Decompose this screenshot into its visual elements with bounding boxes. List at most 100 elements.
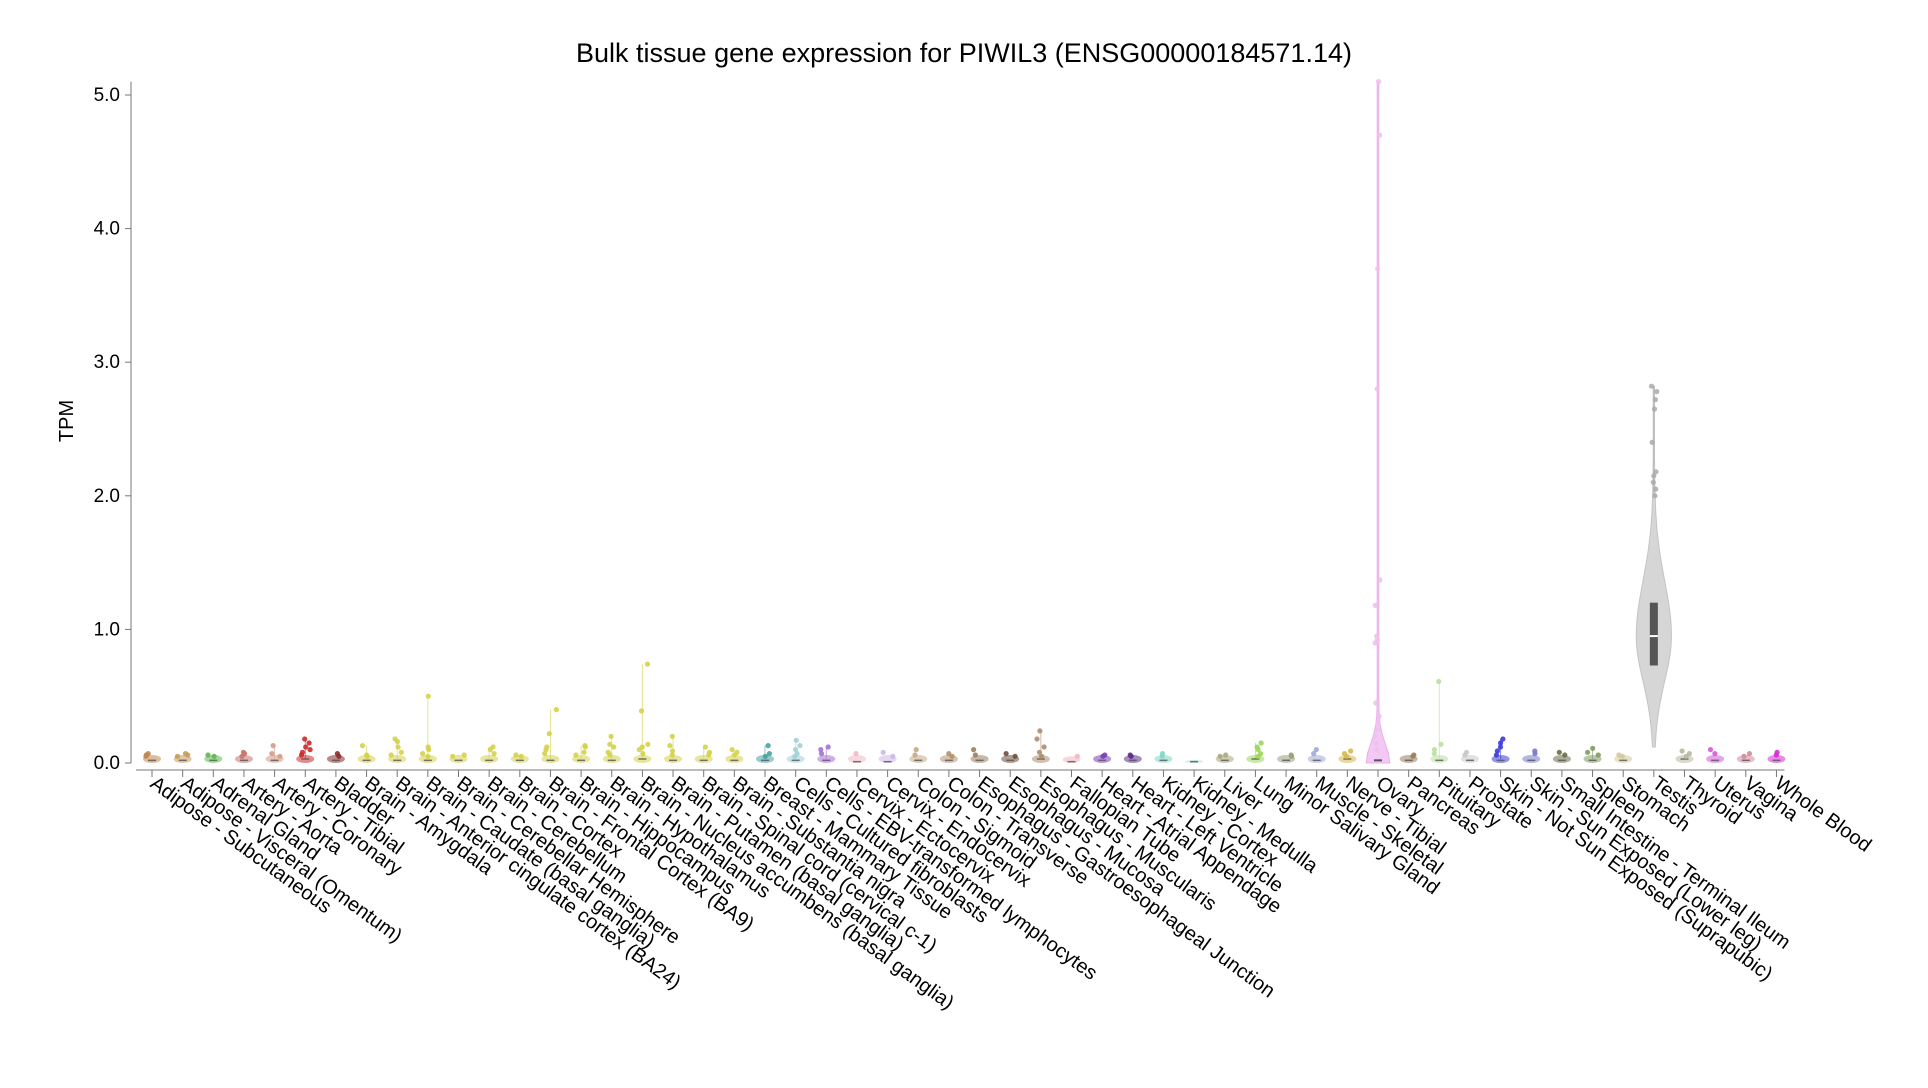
data-point [1374, 747, 1380, 753]
violin-body [326, 754, 345, 763]
data-point [1258, 740, 1264, 746]
violin-brain-amygdala [357, 743, 376, 763]
data-point [1003, 751, 1009, 757]
data-point [669, 748, 676, 754]
data-point [269, 751, 275, 757]
data-point [1556, 749, 1562, 755]
violin-artery-tibial [296, 736, 315, 763]
data-point [546, 731, 552, 737]
violin-body [1154, 754, 1173, 763]
data-point [638, 708, 645, 714]
violin-brain-hypothalamus [602, 733, 621, 763]
violin-brain-frontal-cortex-ba9 [541, 707, 560, 763]
data-point [731, 752, 738, 758]
plot-area [143, 79, 1786, 764]
violin-brain-caudate-basal-ganglia [418, 693, 437, 763]
violin-nerve-tibial [1338, 748, 1357, 763]
violin-body [1307, 754, 1326, 763]
violin-brain-anterior-cingulate-cortex-ba24 [388, 736, 407, 763]
data-point [1041, 744, 1047, 750]
data-point [669, 733, 675, 739]
data-point [818, 747, 824, 753]
violin-stomach [1614, 752, 1633, 763]
data-point [518, 753, 524, 759]
data-point [1372, 602, 1378, 609]
violin-prostate [1460, 749, 1479, 763]
data-point [1377, 577, 1383, 583]
violin-body [1123, 754, 1142, 763]
data-point [1431, 751, 1437, 757]
data-point [1410, 753, 1416, 759]
data-point [972, 752, 979, 758]
data-point [553, 707, 560, 713]
violin-artery-coronary [265, 743, 284, 763]
data-point [818, 751, 825, 757]
data-point [487, 747, 493, 753]
y-tick-label: 2.0 [94, 486, 120, 507]
violin-pancreas [1399, 752, 1418, 763]
violin-brain-hippocampus [572, 743, 591, 763]
data-point [702, 744, 709, 750]
violin-artery-aorta [234, 749, 253, 763]
data-point [1651, 473, 1657, 479]
y-axis: 0.0 1.0 2.0 3.0 4.0 5.0 [94, 81, 132, 774]
violin-body [725, 754, 744, 763]
data-point [1683, 753, 1689, 759]
data-point [1311, 751, 1317, 757]
data-point [766, 751, 773, 757]
data-point [1562, 752, 1568, 758]
data-point [913, 747, 919, 753]
data-point [608, 733, 614, 739]
violin-colon-transverse [939, 751, 958, 763]
violin-body [1552, 754, 1571, 763]
violin-fallopian-tube [1062, 753, 1081, 763]
data-point [912, 752, 918, 758]
y-tick-label: 1.0 [94, 619, 120, 640]
data-point [420, 751, 426, 757]
data-point [607, 752, 613, 758]
data-point [277, 753, 283, 759]
data-point [1595, 752, 1601, 758]
data-point [765, 743, 771, 749]
data-point [1493, 752, 1499, 758]
data-point [395, 744, 401, 750]
data-point [388, 752, 394, 758]
violin-body [1522, 754, 1541, 763]
data-point [669, 752, 675, 758]
violin-brain-cerebellum [480, 744, 499, 763]
data-point [667, 743, 673, 749]
data-point [1619, 753, 1625, 759]
data-point [1377, 132, 1383, 138]
violin-body [1635, 385, 1672, 748]
data-point [1651, 406, 1658, 412]
violin-breast-mammary-tissue [756, 743, 774, 763]
data-point [174, 753, 181, 759]
data-point [1653, 486, 1659, 492]
data-point [1648, 383, 1655, 389]
violin-uterus [1706, 747, 1725, 763]
data-point [1376, 713, 1382, 719]
data-point [1372, 640, 1378, 646]
data-point [1344, 753, 1350, 759]
data-point [205, 752, 211, 758]
data-point [1376, 79, 1382, 85]
data-point [543, 747, 549, 753]
data-point [211, 753, 217, 759]
data-point [1773, 752, 1779, 758]
data-point [1590, 745, 1596, 751]
y-tick-label: 3.0 [94, 352, 120, 373]
data-point [302, 736, 308, 742]
data-point [303, 744, 309, 750]
violin-body [234, 754, 253, 763]
data-point [182, 751, 189, 757]
data-point [1375, 720, 1381, 726]
data-point [706, 752, 712, 758]
data-point [607, 741, 613, 747]
violin-body [847, 754, 866, 763]
data-point [298, 752, 305, 758]
violin-small-intestine-terminal-ileum [1552, 749, 1571, 763]
data-point [1494, 748, 1500, 754]
data-point [1679, 748, 1685, 754]
data-point [394, 739, 401, 745]
data-point [1712, 751, 1718, 757]
